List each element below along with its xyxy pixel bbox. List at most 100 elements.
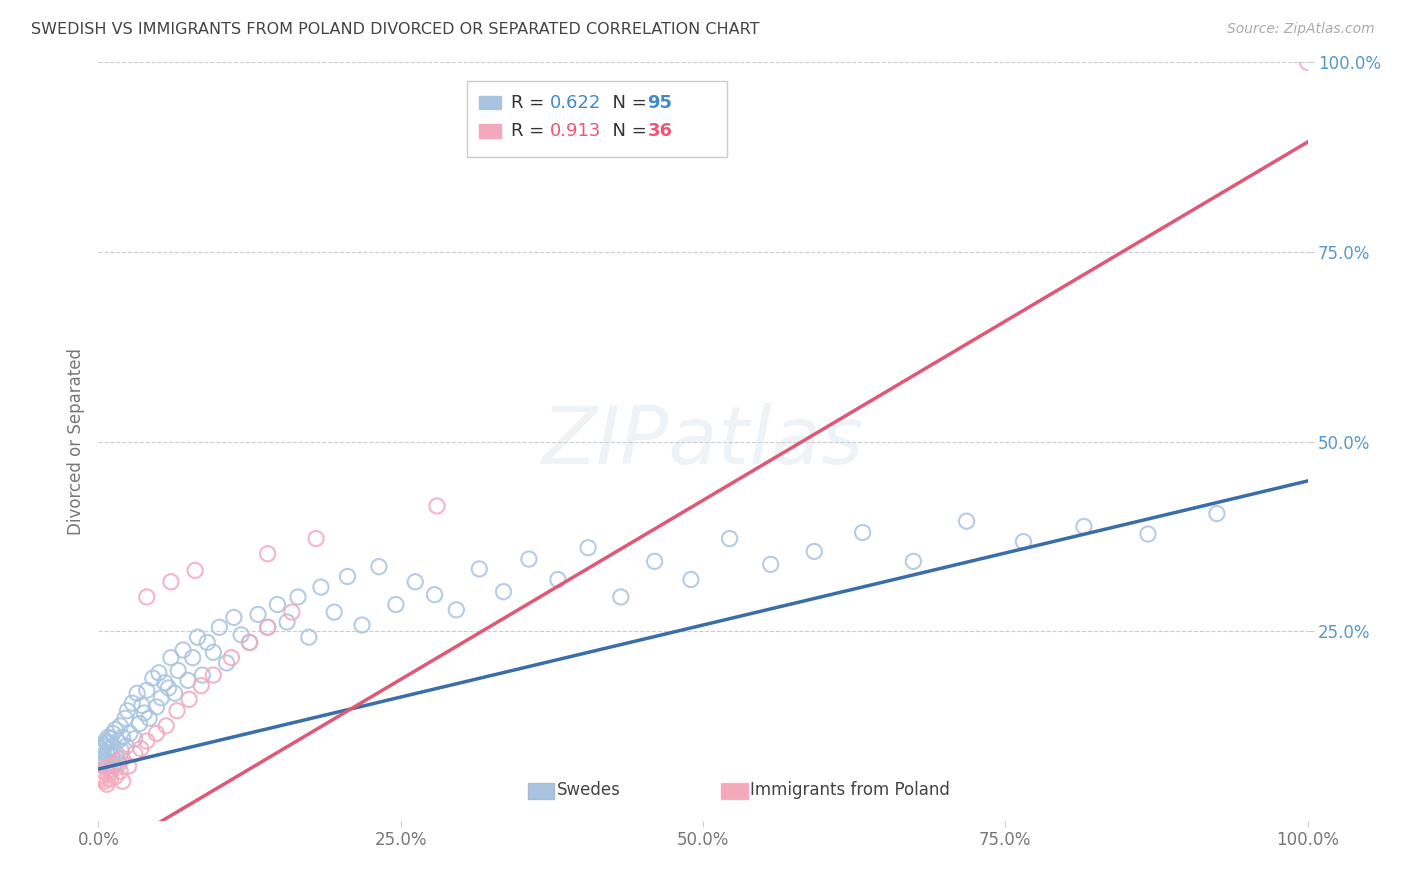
- Text: Source: ZipAtlas.com: Source: ZipAtlas.com: [1227, 22, 1375, 37]
- Point: [89, 746, 111, 760]
- Point: [124, 747, 146, 761]
- Point: [202, 645, 225, 659]
- Point: [90, 741, 112, 756]
- Point: [145, 699, 167, 714]
- Point: [852, 525, 875, 540]
- Point: [256, 620, 278, 634]
- Point: [221, 650, 243, 665]
- Point: [298, 630, 321, 644]
- Point: [101, 726, 124, 740]
- Point: [142, 671, 165, 685]
- Point: [107, 734, 129, 748]
- Point: [239, 635, 262, 649]
- Point: [135, 734, 157, 748]
- Text: SWEDISH VS IMMIGRANTS FROM POLAND DIVORCED OR SEPARATED CORRELATION CHART: SWEDISH VS IMMIGRANTS FROM POLAND DIVORC…: [31, 22, 759, 37]
- Point: [121, 696, 143, 710]
- Point: [96, 747, 118, 761]
- Point: [385, 598, 408, 612]
- Point: [190, 679, 212, 693]
- Point: [105, 747, 128, 761]
- Point: [1296, 55, 1319, 70]
- Point: [177, 673, 200, 688]
- Point: [94, 760, 117, 774]
- Point: [94, 755, 117, 769]
- Point: [118, 759, 141, 773]
- Point: [446, 603, 468, 617]
- Point: [97, 730, 120, 744]
- Point: [1136, 527, 1159, 541]
- Point: [610, 590, 633, 604]
- Point: [117, 704, 139, 718]
- Point: [107, 755, 129, 769]
- Point: [167, 664, 190, 678]
- Point: [110, 744, 132, 758]
- Text: 0.622: 0.622: [550, 94, 600, 112]
- Point: [172, 643, 194, 657]
- Point: [150, 690, 173, 705]
- Point: [266, 598, 288, 612]
- Point: [305, 532, 328, 546]
- Point: [955, 514, 977, 528]
- Point: [97, 766, 120, 780]
- Point: [759, 558, 782, 572]
- Bar: [479, 124, 501, 137]
- Point: [350, 618, 373, 632]
- Point: [111, 730, 134, 744]
- Point: [104, 770, 127, 784]
- Point: [114, 711, 136, 725]
- Point: [131, 698, 153, 713]
- Point: [108, 764, 131, 779]
- Point: [492, 584, 515, 599]
- Point: [115, 739, 138, 754]
- Point: [426, 499, 449, 513]
- Point: [181, 650, 204, 665]
- Point: [157, 681, 180, 695]
- Point: [256, 547, 278, 561]
- Point: [644, 554, 666, 568]
- Point: [336, 569, 359, 583]
- Point: [1206, 507, 1229, 521]
- Point: [91, 756, 114, 771]
- Point: [91, 738, 114, 752]
- Point: [100, 772, 122, 786]
- Point: [94, 734, 117, 748]
- Point: [96, 736, 118, 750]
- Point: [517, 552, 540, 566]
- Text: Immigrants from Poland: Immigrants from Poland: [751, 781, 950, 799]
- Point: [679, 573, 702, 587]
- Point: [100, 731, 122, 746]
- Point: [718, 532, 741, 546]
- Point: [108, 719, 131, 733]
- Point: [108, 756, 131, 771]
- Point: [215, 656, 238, 670]
- Point: [91, 764, 114, 779]
- Point: [229, 628, 252, 642]
- Point: [134, 706, 156, 720]
- Text: 36: 36: [647, 121, 672, 140]
- Point: [160, 650, 183, 665]
- Point: [118, 726, 141, 740]
- Point: [91, 744, 114, 758]
- Point: [903, 554, 925, 568]
- Point: [576, 541, 599, 555]
- Point: [256, 620, 278, 634]
- Point: [148, 665, 170, 680]
- Point: [309, 580, 332, 594]
- Point: [138, 711, 160, 725]
- Point: [127, 686, 149, 700]
- Point: [202, 668, 225, 682]
- Bar: [467, 81, 727, 157]
- Point: [179, 692, 201, 706]
- Text: N =: N =: [602, 94, 652, 112]
- Point: [90, 749, 112, 764]
- Point: [153, 675, 176, 690]
- Point: [1073, 519, 1095, 533]
- Point: [195, 635, 218, 649]
- Point: [100, 762, 122, 776]
- Point: [155, 719, 177, 733]
- Bar: [479, 95, 501, 110]
- Point: [129, 741, 152, 756]
- Text: 95: 95: [647, 94, 672, 112]
- Point: [111, 751, 134, 765]
- Point: [208, 620, 231, 634]
